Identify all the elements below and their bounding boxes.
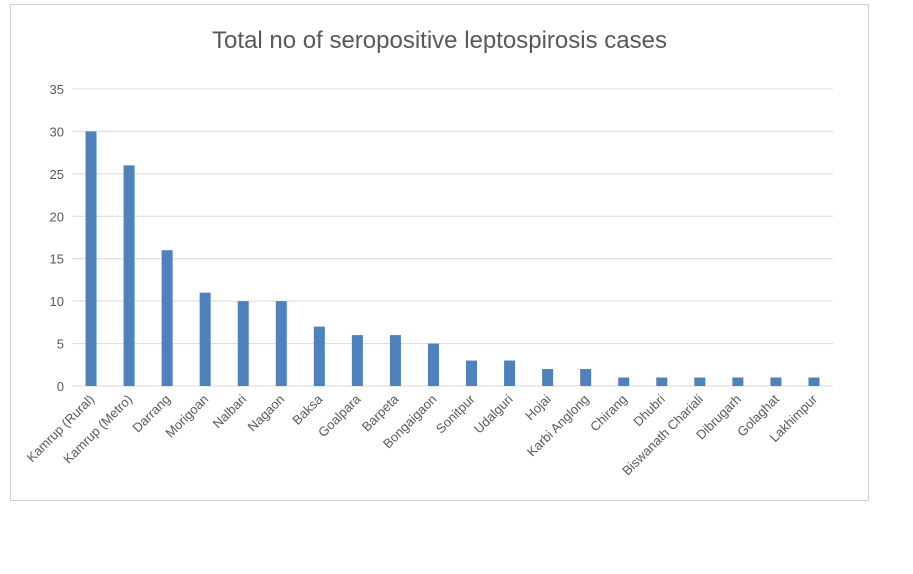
x-tick-label: Baksa [289, 391, 326, 428]
x-tick-label: Sonitpur [433, 391, 478, 436]
bar [694, 377, 706, 386]
x-tick-label: Kamrup (Metro) [60, 392, 135, 467]
x-tick-label: Kamrup (Rural) [24, 392, 97, 465]
y-tick-label: 5 [57, 337, 64, 352]
bar [656, 377, 668, 386]
bar [542, 369, 554, 386]
bar [351, 335, 363, 386]
x-tick-label: Nagaon [245, 392, 288, 435]
x-tick-label: Udalguri [471, 391, 516, 436]
bar [618, 377, 630, 386]
bar [161, 250, 173, 386]
chart-frame: Total no of seropositive leptospirosis c… [10, 4, 869, 501]
x-tick-label: Hojai [522, 391, 554, 423]
y-tick-label: 20 [50, 209, 64, 224]
bar [389, 335, 401, 386]
y-tick-label: 25 [50, 167, 64, 182]
x-tick-label: Nalbari [210, 391, 250, 431]
y-tick-label: 15 [50, 252, 64, 267]
y-tick-label: 35 [50, 82, 64, 97]
bar [123, 165, 135, 386]
bar [580, 369, 592, 386]
bar [237, 301, 249, 386]
bar [732, 377, 744, 386]
bar [199, 292, 211, 386]
y-tick-label: 30 [50, 124, 64, 139]
chart-title: Total no of seropositive leptospirosis c… [212, 27, 667, 54]
bar [808, 377, 820, 386]
bar [466, 360, 478, 386]
bar [427, 343, 439, 386]
bar [504, 360, 516, 386]
y-tick-label: 0 [57, 379, 64, 394]
y-tick-label: 10 [50, 294, 64, 309]
x-tick-label: Goalpara [315, 391, 364, 440]
x-tick-label: Chirang [587, 392, 630, 435]
bar [85, 131, 97, 386]
bar [275, 301, 287, 386]
bar [313, 326, 325, 386]
bar [770, 377, 782, 386]
